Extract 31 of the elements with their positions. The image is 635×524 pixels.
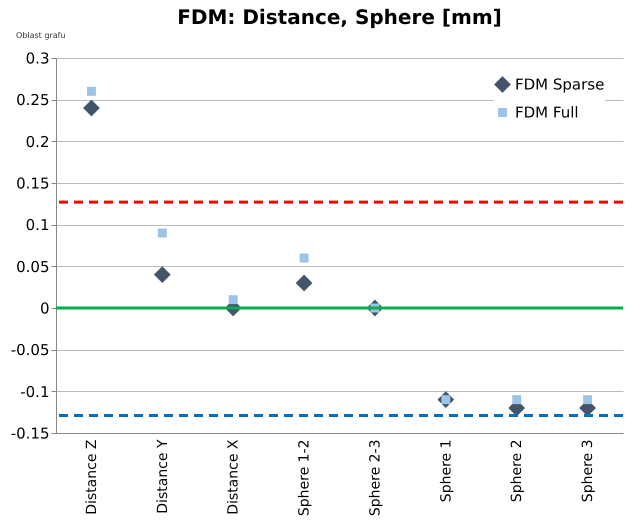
y-tick-label: -0.1 [20,382,50,401]
point [583,395,592,404]
y-tick-label: -0.15 [10,424,50,442]
y-tick-label: 0.2 [26,132,50,151]
y-tick-label: 0 [40,300,50,318]
x-tick-label: Distance X [226,439,242,515]
point [154,266,171,284]
point [158,228,167,238]
y-tick-label: 0.15 [16,174,50,192]
y-tick-label: 0.1 [26,216,50,234]
x-tick-label: Sphere 2 [509,440,526,502]
y-tick-label: -0.05 [10,341,50,360]
chart-title: FDM: Distance, Sphere [mm] [177,5,502,29]
y-tick-label: 0.05 [16,258,50,276]
legend-label: FDM Sparse [515,76,604,94]
point [512,395,522,404]
y-tick-label: 0.3 [26,50,50,68]
point [86,86,96,96]
x-tick-label: Distance Z [84,440,100,515]
legend-label: FDM Full [515,104,579,122]
x-tick-label: Sphere 2-3 [367,440,384,516]
x-tick-label: Sphere 3 [580,440,596,502]
x-tick-label: Sphere 1-2 [296,440,313,516]
point [300,254,309,262]
x-tick-label: Sphere 1 [438,440,454,502]
x-tick-label: Distance Y [154,439,171,514]
text: Oblast grafu [16,31,66,40]
point [83,100,100,116]
y-tick-label: 0.25 [16,91,50,110]
point [296,274,312,292]
point [228,295,238,304]
